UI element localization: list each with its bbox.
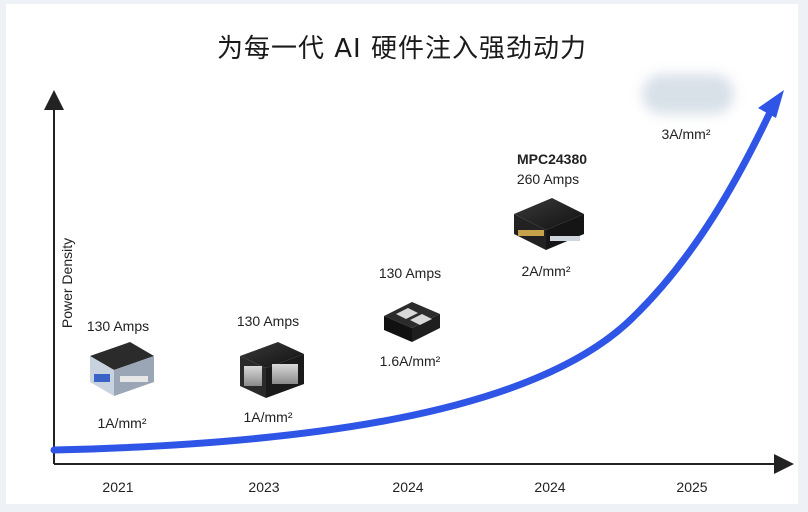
- x-tick-label: 2021: [102, 479, 133, 495]
- slide: 为每一代 AI 硬件注入强劲动力 Power Density 2021 2023…: [6, 4, 798, 504]
- density-label: 1A/mm²: [98, 415, 147, 431]
- power-module-image: [90, 342, 154, 396]
- density-label: 3A/mm²: [662, 126, 711, 142]
- current-label: 130 Amps: [379, 265, 441, 281]
- current-label: 130 Amps: [87, 318, 149, 334]
- x-tick-label: 2024: [392, 479, 423, 495]
- power-module-image: [240, 342, 304, 398]
- power-module-image: [514, 198, 584, 250]
- density-label: 2A/mm²: [522, 263, 571, 279]
- x-tick-label: 2025: [676, 479, 707, 495]
- growth-curve: [50, 100, 778, 454]
- blurred-region: [642, 74, 734, 114]
- density-label: 1.6A/mm²: [380, 353, 441, 369]
- growth-curve-arrowhead: [758, 90, 784, 118]
- product-name: MPC24380: [517, 151, 587, 167]
- density-label: 1A/mm²: [244, 409, 293, 425]
- current-label: 130 Amps: [237, 313, 299, 329]
- power-density-chart: 2021 2023 2024 2024 2025 130 Amps 1A/mm²…: [44, 90, 794, 495]
- power-module-image: [384, 302, 440, 342]
- x-tick-label: 2023: [248, 479, 279, 495]
- x-tick-label: 2024: [534, 479, 565, 495]
- current-label: 260 Amps: [517, 171, 579, 187]
- page-title: 为每一代 AI 硬件注入强劲动力: [217, 34, 587, 64]
